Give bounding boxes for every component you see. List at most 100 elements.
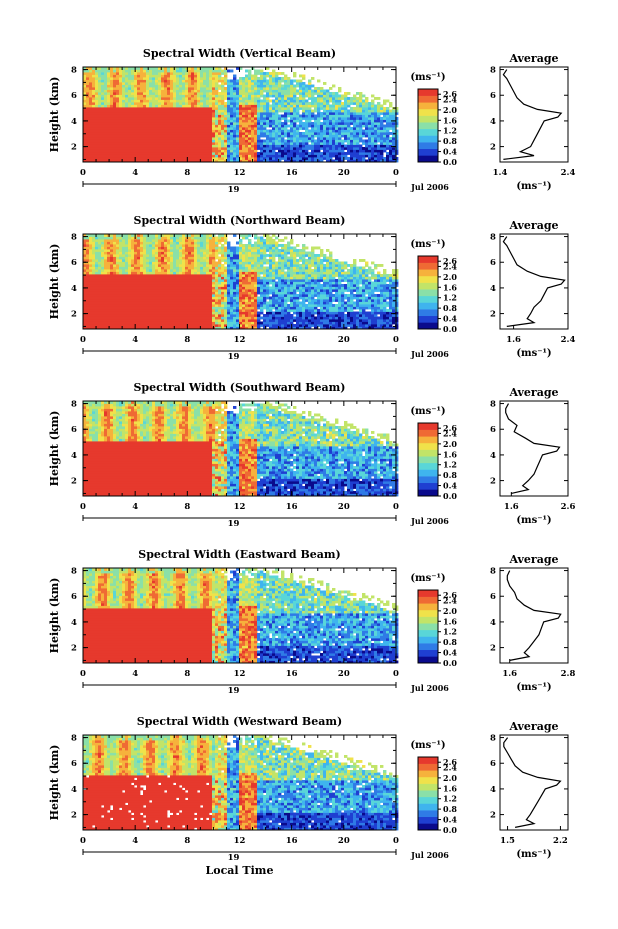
heatmap-cell xyxy=(281,117,284,120)
heatmap-cell xyxy=(140,117,143,120)
heatmap-cell xyxy=(146,95,149,98)
heatmap-cell xyxy=(266,132,269,135)
heatmap-cell xyxy=(167,92,170,95)
heatmap-cell xyxy=(89,317,92,320)
heatmap-cell xyxy=(254,87,257,90)
heatmap-cell xyxy=(176,100,179,103)
heatmap-cell xyxy=(125,259,128,262)
heatmap-cell xyxy=(170,322,173,325)
heatmap-cell xyxy=(347,157,350,160)
heatmap-cell xyxy=(119,247,122,250)
heatmap-cell xyxy=(272,85,275,88)
heatmap-cell xyxy=(221,87,224,90)
heatmap-cell xyxy=(362,140,365,143)
heatmap-cell xyxy=(83,117,86,120)
heatmap-cell xyxy=(386,142,389,145)
heatmap-cell xyxy=(83,102,86,105)
heatmap-cell xyxy=(365,120,368,123)
heatmap-cell xyxy=(317,137,320,140)
heatmap-cell xyxy=(104,242,107,245)
heatmap-cell xyxy=(101,115,104,118)
heatmap-cell xyxy=(137,100,140,103)
heatmap-cell xyxy=(287,107,290,110)
heatmap-cell xyxy=(335,142,338,145)
heatmap-cell xyxy=(257,152,260,155)
heatmap-cell xyxy=(134,274,137,277)
heatmap-cell xyxy=(149,127,152,130)
heatmap-cell xyxy=(299,127,302,130)
heatmap-cell xyxy=(281,155,284,158)
heatmap-cell xyxy=(137,127,140,130)
heatmap-cell xyxy=(161,147,164,150)
heatmap-cell xyxy=(227,117,230,120)
heatmap-cell xyxy=(152,239,155,242)
heatmap-cell xyxy=(242,77,245,80)
heatmap-cell xyxy=(203,147,206,150)
heatmap-cell xyxy=(377,122,380,125)
heatmap-cell xyxy=(350,100,353,103)
heatmap-cell xyxy=(260,157,263,160)
heatmap-cell xyxy=(125,140,128,143)
heatmap-cell xyxy=(161,314,164,317)
heatmap-cell xyxy=(371,102,374,105)
heatmap-cell xyxy=(95,304,98,307)
heatmap-cell xyxy=(146,289,149,292)
heatmap-cell xyxy=(89,112,92,115)
heatmap-cell xyxy=(149,244,152,247)
heatmap-cell xyxy=(167,80,170,83)
heatmap-cell xyxy=(185,312,188,315)
heatmap-cell xyxy=(197,152,200,155)
heatmap-cell xyxy=(167,267,170,270)
heatmap-cell xyxy=(86,309,89,312)
heatmap-cell xyxy=(251,155,254,158)
heatmap-cell xyxy=(116,147,119,150)
heatmap-cell xyxy=(164,77,167,80)
heatmap-cell xyxy=(251,102,254,105)
heatmap-cell xyxy=(182,75,185,78)
heatmap-cell xyxy=(98,287,101,290)
heatmap-cell xyxy=(185,279,188,282)
heatmap-cell xyxy=(152,70,155,73)
heatmap-cell xyxy=(215,107,218,110)
heatmap-cell xyxy=(143,135,146,138)
heatmap-cell xyxy=(212,72,215,75)
heatmap-cell xyxy=(182,145,185,148)
heatmap-cell xyxy=(125,292,128,295)
heatmap-cell xyxy=(284,82,287,85)
heatmap-cell xyxy=(203,85,206,88)
heatmap-cell xyxy=(341,107,344,110)
heatmap xyxy=(83,67,398,162)
heatmap-cell xyxy=(137,110,140,113)
heatmap-cell xyxy=(194,135,197,138)
heatmap-cell xyxy=(164,95,167,98)
heatmap-cell xyxy=(125,269,128,272)
heatmap-cell xyxy=(371,95,374,98)
heatmap-cell xyxy=(362,142,365,145)
heatmap-cell xyxy=(242,117,245,120)
heatmap-cell xyxy=(116,145,119,148)
heatmap-cell xyxy=(134,87,137,90)
heatmap-cell xyxy=(170,122,173,125)
heatmap-cell xyxy=(365,140,368,143)
heatmap-cell xyxy=(260,117,263,120)
heatmap-cell xyxy=(143,304,146,307)
heatmap-cell xyxy=(275,130,278,133)
heatmap-cell xyxy=(320,132,323,135)
heatmap-cell xyxy=(92,87,95,90)
heatmap-cell xyxy=(242,87,245,90)
heatmap-cell xyxy=(140,259,143,262)
heatmap-cell xyxy=(137,289,140,292)
colorbar-swatch xyxy=(418,155,438,162)
heatmap-cell xyxy=(212,140,215,143)
heatmap-cell xyxy=(149,157,152,160)
heatmap-cell xyxy=(242,135,245,138)
heatmap-cell xyxy=(173,130,176,133)
heatmap-cell xyxy=(143,322,146,325)
heatmap-cell xyxy=(158,289,161,292)
heatmap-cell xyxy=(113,259,116,262)
heatmap-cell xyxy=(371,112,374,115)
heatmap-cell xyxy=(131,249,134,252)
heatmap-cell xyxy=(212,120,215,123)
heatmap-cell xyxy=(182,120,185,123)
heatmap-cell xyxy=(278,107,281,110)
